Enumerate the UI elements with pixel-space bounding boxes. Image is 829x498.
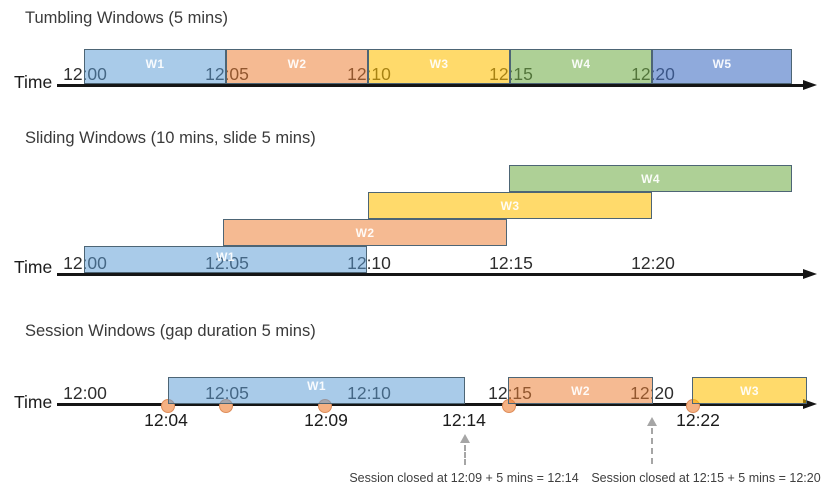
tumbling-time-axis: [57, 84, 805, 87]
session-window-w1: W1: [168, 377, 465, 404]
session-close-annotation-2: Session closed at 12:15 + 5 mins = 12:20: [591, 471, 821, 485]
session-axis-arrowhead-icon: [803, 399, 817, 409]
session-time-axis-label: Time: [14, 392, 53, 412]
session-section-title: Session Windows (gap duration 5 mins): [25, 322, 316, 340]
tumbling-window-w2: W2: [226, 49, 368, 84]
session-close-label-1214: 12:14: [442, 410, 486, 430]
tumbling-axis-arrowhead-icon: [803, 80, 817, 90]
sliding-window-w1: W1: [84, 246, 367, 273]
tumbling-section-title: Tumbling Windows (5 mins): [25, 9, 228, 27]
sliding-tick-1215: 12:15: [489, 253, 533, 273]
session-tick-1200: 12:00: [63, 383, 107, 403]
session-window-w2: W2: [508, 377, 653, 404]
session-close-arrow-1-shaft: [464, 445, 466, 465]
sliding-window-w4: W4: [509, 165, 792, 192]
session-event-label-1209: 12:09: [304, 410, 348, 430]
session-close-arrow-2-shaft: [651, 428, 653, 464]
tumbling-time-axis-label: Time: [14, 72, 53, 92]
session-window-w3: W3: [692, 377, 807, 404]
session-close-arrow-1-head-icon: [460, 434, 470, 443]
session-event-label-1204: 12:04: [144, 410, 188, 430]
sliding-window-w2: W2: [223, 219, 507, 246]
sliding-window-w3: W3: [368, 192, 652, 219]
session-time-axis: [57, 403, 805, 406]
sliding-time-axis-label: Time: [14, 257, 53, 277]
sliding-section-title: Sliding Windows (10 mins, slide 5 mins): [25, 129, 316, 147]
session-close-annotation-1: Session closed at 12:09 + 5 mins = 12:14: [349, 471, 579, 485]
sliding-tick-1220: 12:20: [631, 253, 675, 273]
session-close-arrow-2-head-icon: [647, 417, 657, 426]
tumbling-window-w1: W1: [84, 49, 226, 84]
tumbling-window-w4: W4: [510, 49, 652, 84]
session-event-label-1222: 12:22: [676, 410, 720, 430]
tumbling-window-w3: W3: [368, 49, 510, 84]
sliding-time-axis: [57, 273, 805, 276]
tumbling-window-w5: W5: [652, 49, 792, 84]
sliding-axis-arrowhead-icon: [803, 269, 817, 279]
